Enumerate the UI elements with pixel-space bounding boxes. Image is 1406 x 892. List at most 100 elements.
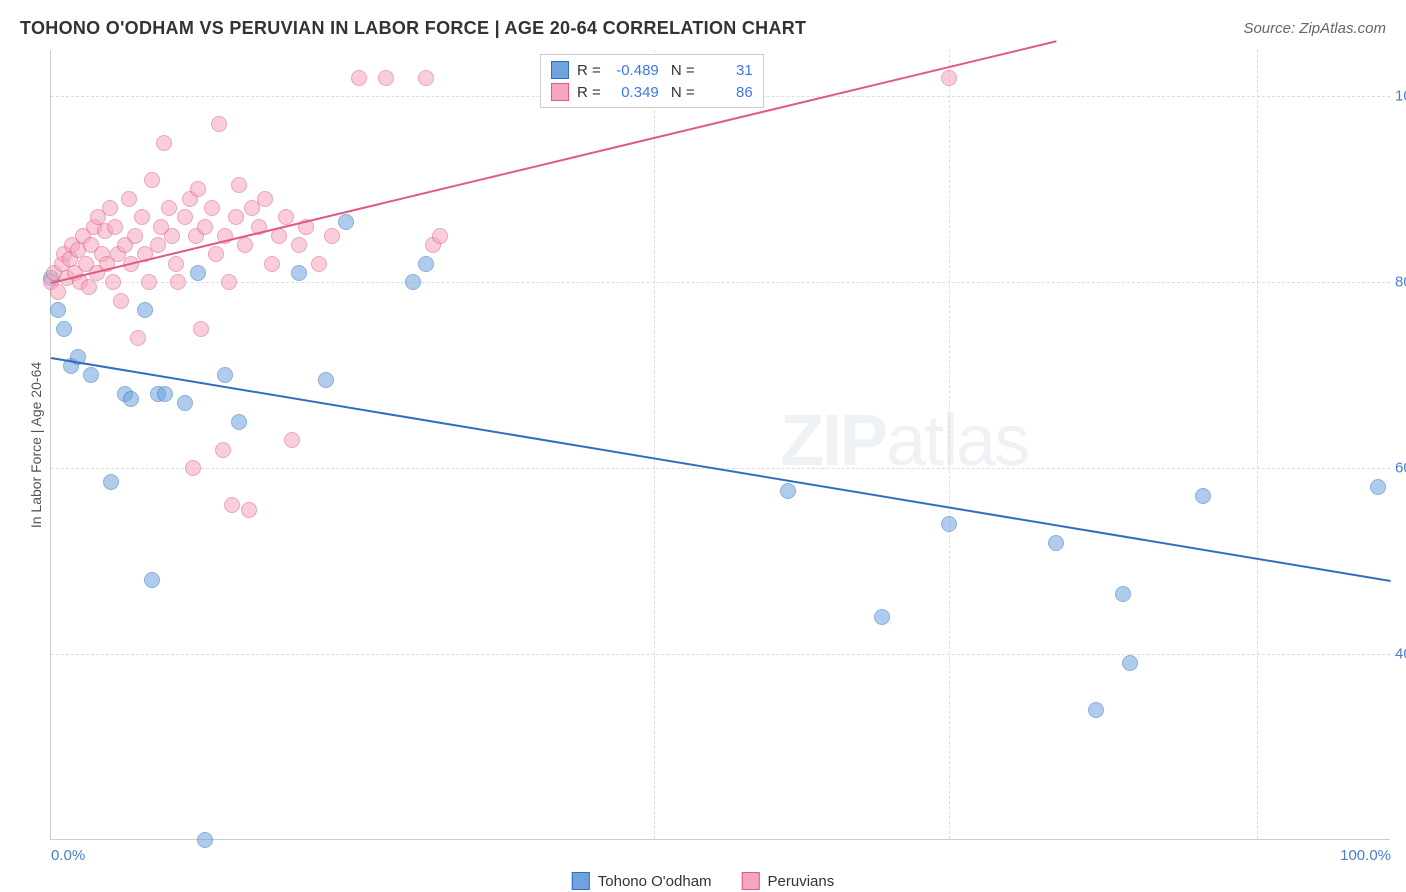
gridline [51,282,1390,283]
scatter-point [228,209,244,225]
scatter-point [190,265,206,281]
scatter-point [941,516,957,532]
legend-label: Peruvians [768,873,835,890]
scatter-point [161,200,177,216]
scatter-point [311,256,327,272]
scatter-point [130,330,146,346]
scatter-point [56,321,72,337]
scatter-point [208,246,224,262]
stats-row: R = -0.489 N = 31 [551,59,753,81]
scatter-point [221,274,237,290]
scatter-point [874,609,890,625]
stat-n-value: 86 [703,84,753,101]
scatter-chart: 40.0%60.0%80.0%100.0%0.0%100.0% [50,50,1390,840]
scatter-point [432,228,448,244]
scatter-point [105,274,121,290]
scatter-point [157,386,173,402]
legend-item: Tohono O'odham [572,872,712,890]
y-tick-label: 40.0% [1395,646,1406,663]
scatter-point [204,200,220,216]
scatter-point [1195,488,1211,504]
swatch-icon [572,872,590,890]
scatter-point [141,274,157,290]
y-axis-label: In Labor Force | Age 20-64 [28,362,44,528]
bottom-legend: Tohono O'odham Peruvians [572,872,834,890]
scatter-point [123,391,139,407]
stat-r-label: R = [577,62,601,79]
scatter-point [1048,535,1064,551]
scatter-point [1115,586,1131,602]
scatter-point [378,70,394,86]
scatter-point [103,474,119,490]
scatter-point [107,219,123,235]
scatter-point [418,70,434,86]
scatter-point [83,367,99,383]
scatter-point [113,293,129,309]
scatter-point [197,832,213,848]
y-tick-label: 60.0% [1395,460,1406,477]
gridline [949,50,950,839]
scatter-point [197,219,213,235]
stat-r-value: 0.349 [609,84,659,101]
scatter-point [1370,479,1386,495]
scatter-point [190,181,206,197]
y-tick-label: 100.0% [1395,88,1406,105]
gridline [1257,50,1258,839]
gridline [654,50,655,839]
scatter-point [121,191,137,207]
stats-row: R = 0.349 N = 86 [551,81,753,103]
legend-item: Peruvians [742,872,835,890]
scatter-point [211,116,227,132]
swatch-icon [551,61,569,79]
page-title: TOHONO O'ODHAM VS PERUVIAN IN LABOR FORC… [20,18,806,39]
scatter-point [102,200,118,216]
scatter-point [50,302,66,318]
stat-n-label: N = [667,84,695,101]
scatter-point [170,274,186,290]
stat-r-label: R = [577,84,601,101]
scatter-point [241,502,257,518]
gridline [51,654,1390,655]
scatter-point [284,432,300,448]
swatch-icon [551,83,569,101]
scatter-point [193,321,209,337]
scatter-point [1088,702,1104,718]
scatter-point [351,70,367,86]
scatter-point [231,177,247,193]
scatter-point [177,395,193,411]
scatter-point [168,256,184,272]
scatter-point [177,209,193,225]
scatter-point [291,265,307,281]
source-attribution: Source: ZipAtlas.com [1243,20,1386,37]
scatter-point [405,274,421,290]
scatter-point [338,214,354,230]
scatter-point [1122,655,1138,671]
scatter-point [231,414,247,430]
scatter-point [318,372,334,388]
scatter-point [780,483,796,499]
stats-legend-box: R = -0.489 N = 31 R = 0.349 N = 86 [540,54,764,108]
scatter-point [237,237,253,253]
scatter-point [144,572,160,588]
scatter-point [264,256,280,272]
scatter-point [224,497,240,513]
stat-n-label: N = [667,62,695,79]
scatter-point [257,191,273,207]
legend-label: Tohono O'odham [598,873,712,890]
scatter-point [50,284,66,300]
x-tick-label: 100.0% [1340,847,1391,864]
scatter-point [291,237,307,253]
scatter-point [941,70,957,86]
scatter-point [137,302,153,318]
scatter-point [134,209,150,225]
scatter-point [185,460,201,476]
scatter-point [81,279,97,295]
y-tick-label: 80.0% [1395,274,1406,291]
stat-r-value: -0.489 [609,62,659,79]
scatter-point [217,367,233,383]
stat-n-value: 31 [703,62,753,79]
swatch-icon [742,872,760,890]
x-tick-label: 0.0% [51,847,85,864]
scatter-point [164,228,180,244]
scatter-point [215,442,231,458]
